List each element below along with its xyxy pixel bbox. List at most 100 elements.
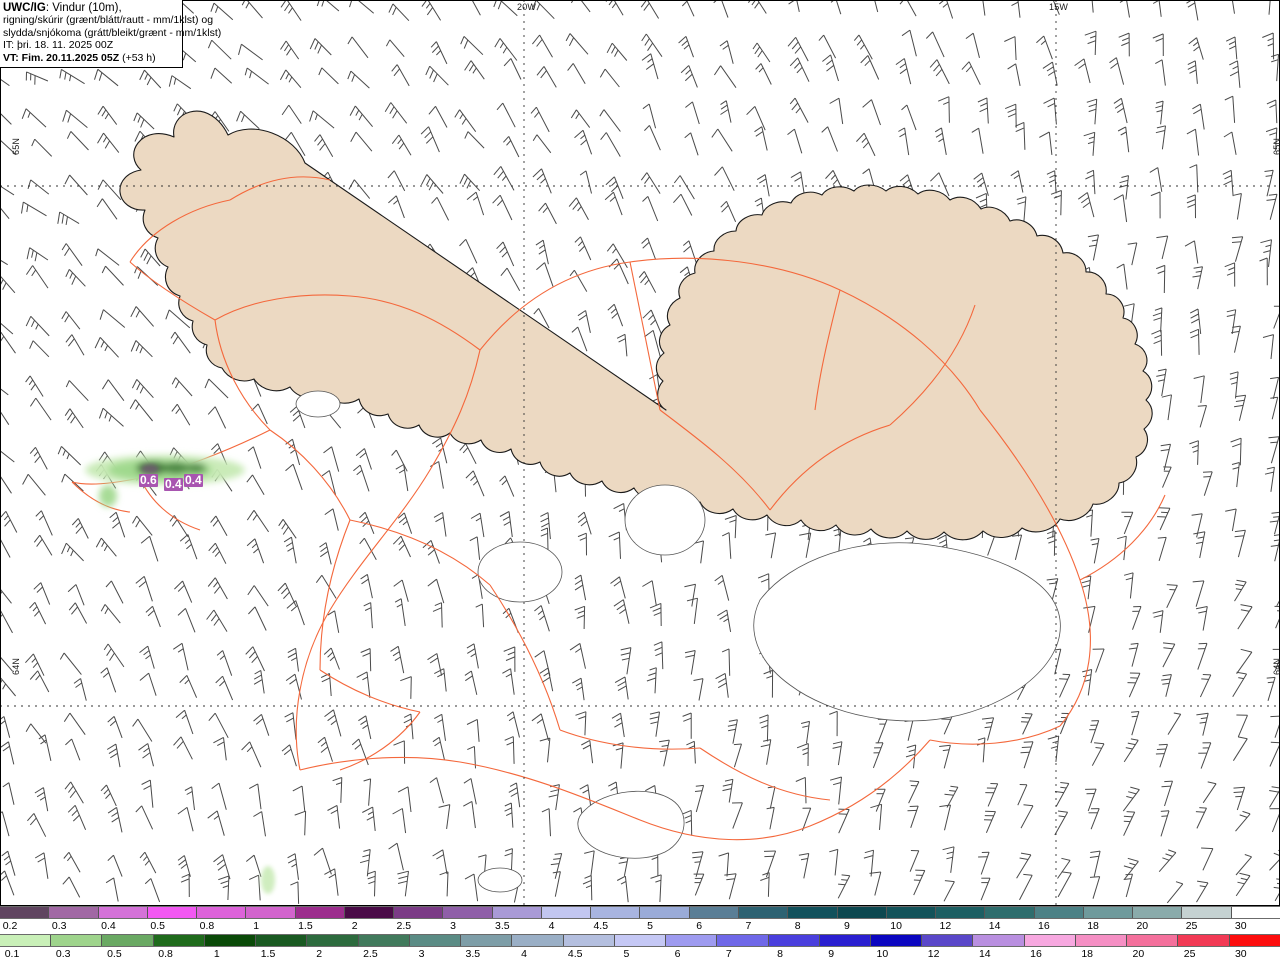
wind-barb-flag (910, 781, 919, 782)
colorbar-tick-label: 1.5 (261, 947, 276, 961)
colorbar-tick-label: 12 (940, 919, 952, 933)
wind-barb-shaft (411, 677, 412, 699)
colorbar-tick-label: 4 (549, 919, 555, 933)
wind-barb-flag (1022, 747, 1031, 748)
wind-barb-shaft (729, 649, 730, 676)
colorbar-swatch (394, 907, 443, 918)
info-line-inittime: IT: þri. 18. 11. 2025 00Z (3, 39, 179, 51)
wind-barb-flag (1021, 752, 1030, 753)
precip-blob-south (261, 866, 275, 894)
colorbar-tick-label: 8 (795, 919, 801, 933)
wind-barb-flag (1022, 718, 1031, 719)
colorbar-tick-label: 8 (777, 947, 783, 961)
colorbar-swatch (1230, 935, 1280, 946)
wind-barb-flag (1131, 712, 1139, 713)
colorbar-swatch (512, 935, 563, 946)
precip-value-label: 0.6 (139, 474, 158, 487)
colorbar-sleet-snow[interactable] (0, 906, 1280, 919)
colorbar-tick-label: 7 (726, 947, 732, 961)
colorbar-swatch (769, 935, 820, 946)
wind-barb-shaft (298, 882, 299, 904)
colorbar-tick-label: 0.3 (56, 947, 71, 961)
wind-barb-flag (1267, 677, 1275, 678)
colorbar-tick-label: 30 (1235, 947, 1247, 961)
lon-label-15W-top: 15W (1049, 2, 1068, 12)
colorbar-tick-label: 18 (1087, 919, 1099, 933)
colorbar-tick-label: 0.4 (101, 919, 116, 933)
colorbar-tick-label: 25 (1186, 919, 1198, 933)
colorbar-swatch (871, 935, 922, 946)
wind-barb-flag (1201, 848, 1213, 849)
lat-label-65N-right: 65N (1272, 138, 1280, 155)
colorbar-swatch (591, 907, 640, 918)
colorbar-tick-label: 6 (696, 919, 702, 933)
colorbar-swatch (820, 935, 871, 946)
it-value: þri. 18. 11. 2025 00Z (14, 39, 113, 51)
map-svg (0, 0, 1280, 906)
colorbar-swatch (973, 935, 1024, 946)
wind-barb-shaft (1161, 330, 1162, 356)
wind-barb-flag (1199, 808, 1206, 809)
colorbar-swatch (615, 935, 666, 946)
colorbar-tick-label: 16 (1030, 947, 1042, 961)
colorbar-tick-label: 1.5 (298, 919, 313, 933)
map-canvas[interactable]: UWC/IG: Vindur (10m), rigning/skúrir (gr… (0, 0, 1280, 906)
colorbar-swatch (197, 907, 246, 918)
colorbar-tick-label: 3.5 (495, 919, 510, 933)
model-param: : Vindur (10m), (46, 2, 122, 14)
colorbar-swatch (1133, 907, 1182, 918)
wind-barb-flag (1060, 787, 1066, 788)
lat-label-64N-right: 64N (1272, 658, 1280, 675)
wind-barb-shaft (805, 777, 806, 803)
colorbar-swatch (148, 907, 197, 918)
colorbar-swatch (0, 907, 49, 918)
colorbar-swatch (359, 935, 410, 946)
wind-barb-flag (838, 884, 845, 885)
lon-label-20W-top: 20W (517, 2, 536, 12)
glacier-langjokull (478, 542, 562, 602)
wind-barb-shaft (591, 876, 592, 901)
colorbar-swatch (296, 907, 345, 918)
colorbar-tick-label: 12 (928, 947, 940, 961)
colorbar-swatch (345, 907, 394, 918)
glacier-hofsjokull (625, 485, 705, 555)
colorbar-swatch (640, 907, 689, 918)
wind-barb-flag (695, 862, 701, 863)
wind-barb-flag (1161, 811, 1169, 812)
wind-barb-flag (1126, 874, 1133, 875)
wind-barb-flag (1271, 742, 1280, 743)
colorbar-tick-label: 3 (419, 947, 425, 961)
colorbar-tick-label: 9 (844, 919, 850, 933)
colorbar-swatch (493, 907, 542, 918)
colorbar-tick-label: 4 (521, 947, 527, 961)
wind-barb-flag (1273, 517, 1279, 518)
colorbar-swatch (51, 935, 102, 946)
colorbar-tick-label: 1 (214, 947, 220, 961)
colorbar-tick-label: 30 (1235, 919, 1247, 933)
colorbar-tick-label: 10 (877, 947, 889, 961)
colorbar-swatch (102, 935, 153, 946)
colorbar-swatch (154, 935, 205, 946)
colorbar-tick-label: 20 (1133, 947, 1145, 961)
colorbar-swatch (0, 935, 51, 946)
wind-barb-flag (1203, 472, 1212, 473)
colorbar-tick-label: 10 (890, 919, 902, 933)
colorbar-swatch (985, 907, 1034, 918)
wind-barb-shaft (691, 810, 692, 835)
glacier-eyjafjallajokull (478, 868, 522, 892)
precip-value-label: 0.4 (164, 478, 183, 491)
vt-value: Fim. 20.11.2025 05Z (19, 52, 119, 64)
colorbar-swatch (461, 935, 512, 946)
colorbar-swatch (936, 907, 985, 918)
wind-barb-flag (1203, 477, 1210, 478)
vt-label: VT: (3, 52, 19, 64)
colorbar-swatch (246, 907, 295, 918)
wind-barb-shaft (1054, 531, 1055, 556)
colorbar-tick-label: 2.5 (363, 947, 378, 961)
wind-barb-shaft (584, 606, 585, 629)
colorbar-tick-label: 16 (1038, 919, 1050, 933)
wind-barb-shaft (1164, 265, 1165, 293)
colorbar-rain-shower[interactable] (0, 934, 1280, 947)
colorbar-tick-label: 0.5 (107, 947, 122, 961)
